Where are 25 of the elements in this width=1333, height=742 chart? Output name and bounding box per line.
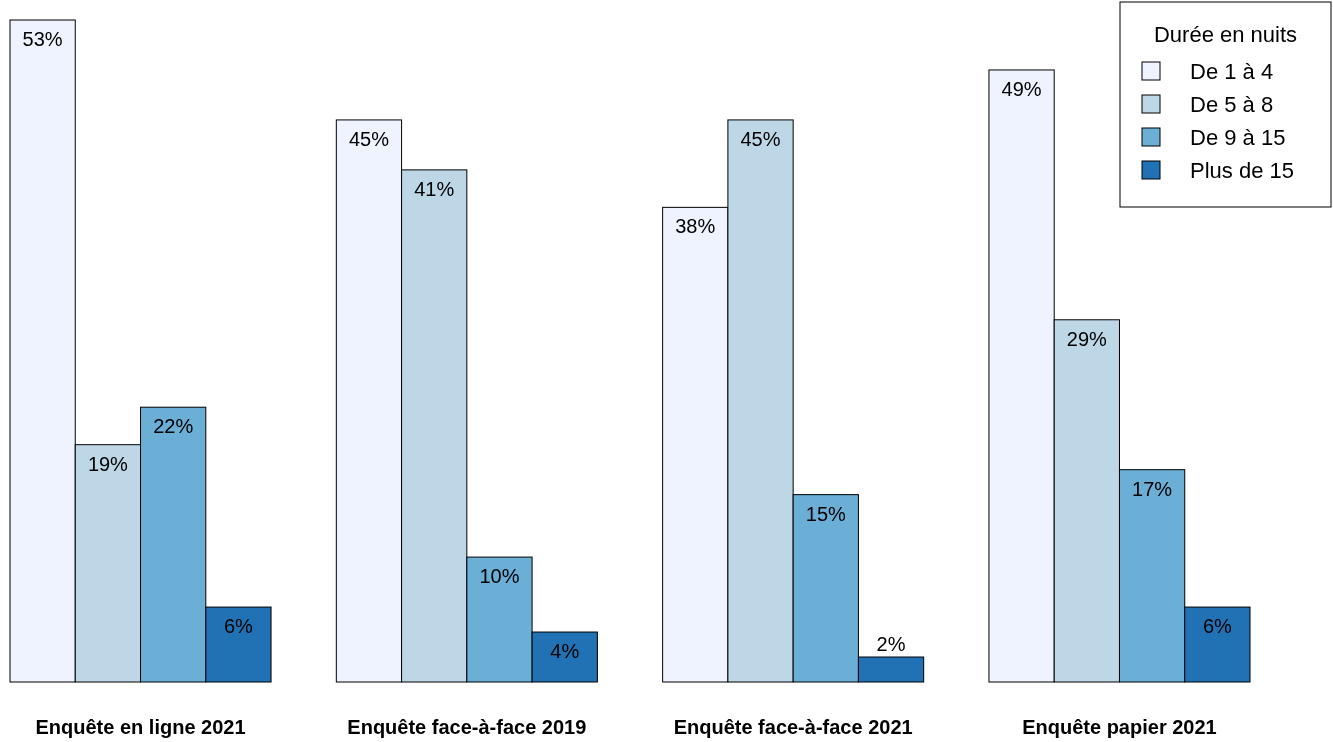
legend-label: De 1 à 4: [1190, 59, 1274, 84]
data-label: 4%: [550, 640, 580, 663]
x-tick-label: Enquête en ligne 2021: [35, 716, 246, 738]
x-tick-label: Enquête papier 2021: [1022, 716, 1217, 738]
data-label: 29%: [1066, 327, 1108, 350]
data-label: 38%: [675, 215, 716, 238]
legend-label: De 9 à 15: [1190, 125, 1286, 150]
data-label: 10%: [479, 565, 520, 588]
data-label: 41%: [414, 177, 455, 200]
data-label: 6%: [1202, 615, 1233, 638]
data-label: 15%: [805, 502, 847, 525]
legend-label: De 5 à 8: [1190, 92, 1274, 117]
data-label: 45%: [740, 127, 781, 150]
legend-title: Durée en nuits: [1153, 22, 1298, 47]
data-label: 22%: [153, 415, 194, 438]
legend-label: Plus de 15: [1190, 158, 1294, 183]
data-label: 53%: [22, 28, 63, 50]
data-label: 2%: [876, 633, 906, 656]
data-label: 6%: [223, 615, 254, 638]
data-label: 19%: [87, 452, 129, 475]
data-label: 17%: [1132, 477, 1173, 500]
x-tick-label: Enquête face-à-face 2021: [673, 716, 913, 738]
data-label: 45%: [348, 127, 390, 150]
data-label: 49%: [1001, 77, 1042, 100]
x-tick-label: Enquête face-à-face 2019: [347, 716, 587, 738]
